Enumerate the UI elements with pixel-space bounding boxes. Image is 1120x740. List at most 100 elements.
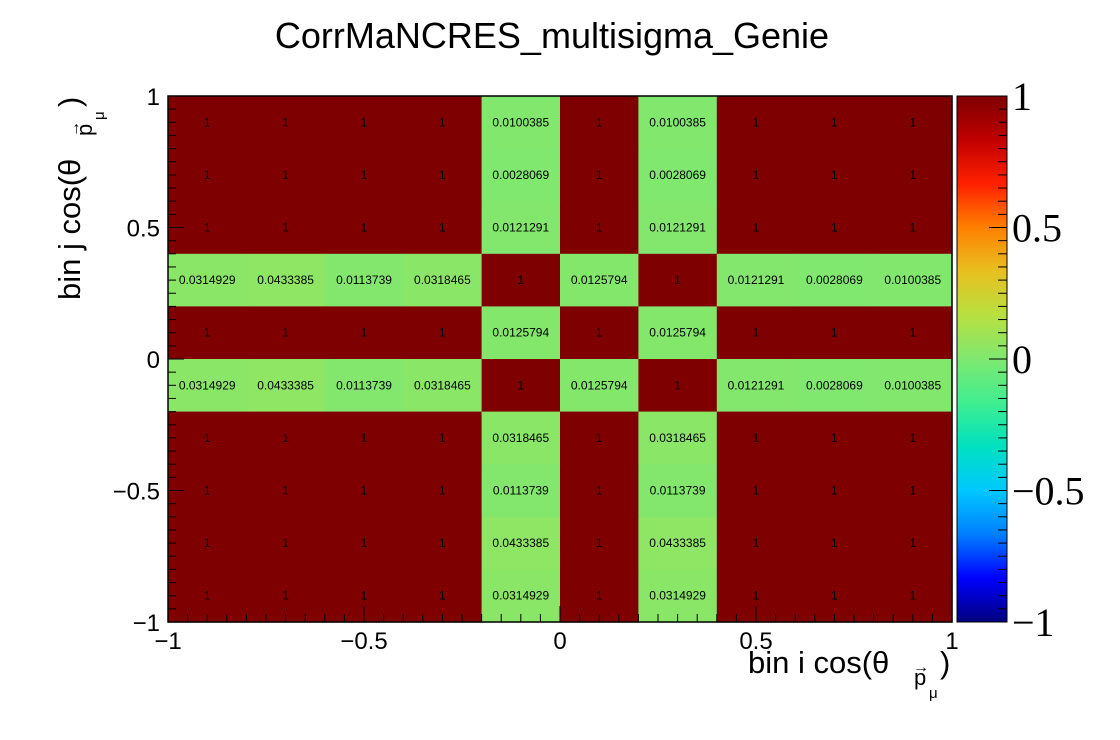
heatmap-cell xyxy=(168,148,247,202)
y-axis-label-sub: p xyxy=(72,124,97,136)
cell-value-label: 1 xyxy=(596,326,603,340)
cell-value-label: 1 xyxy=(753,326,760,340)
cell-value-label: 1 xyxy=(361,536,368,550)
cell-value-label: 0.0318465 xyxy=(492,431,549,445)
cell-value-label: 1 xyxy=(753,589,760,603)
heatmap-cell xyxy=(246,411,326,465)
cell-value-label: 0.0314929 xyxy=(492,589,549,603)
heatmap-cell xyxy=(873,411,953,465)
heatmap-cell xyxy=(795,516,875,570)
heatmap-cell xyxy=(324,253,404,307)
heatmap-cell xyxy=(716,96,796,150)
cell-value-label: 1 xyxy=(596,589,603,603)
heatmap-cell xyxy=(403,359,483,413)
cell-value-label: 1 xyxy=(753,484,760,498)
x-axis-label-vector-arrow: → xyxy=(913,659,929,676)
heatmap-cell xyxy=(324,464,404,518)
x-axis-label-sub: p xyxy=(914,665,926,690)
cell-value-label: 1 xyxy=(753,221,760,235)
heatmap-cell xyxy=(246,96,326,150)
heatmap-cell xyxy=(403,411,483,465)
heatmap-cell xyxy=(873,306,953,360)
heatmap-cell xyxy=(324,516,404,570)
heatmap-cell xyxy=(873,464,953,518)
heatmap-cell xyxy=(168,306,247,360)
heatmap-cell xyxy=(795,148,875,202)
x-tick-label: −1 xyxy=(154,628,181,655)
heatmap-cell xyxy=(560,411,639,465)
heatmap-cell xyxy=(560,306,639,360)
heatmap-cell xyxy=(481,148,561,202)
cell-value-label: 1 xyxy=(361,115,368,129)
cell-value-label: 1 xyxy=(831,326,838,340)
heatmap-cell xyxy=(324,201,404,255)
colorbar-tick-labels: −1 −0.5 0 0.5 1 xyxy=(1012,74,1085,645)
x-axis-tick-labels: −1 −0.5 0 0.5 1 xyxy=(154,628,958,655)
cell-value-label: 1 xyxy=(361,221,368,235)
cell-value-label: 0.0113739 xyxy=(650,484,706,498)
x-tick-label: 1 xyxy=(945,628,958,655)
heatmap-cell xyxy=(403,569,483,623)
heatmap-cell xyxy=(168,411,247,465)
cell-value-label: 0.0100385 xyxy=(492,115,549,129)
heatmap-cell xyxy=(560,253,639,307)
heatmap-cell xyxy=(403,148,483,202)
heatmap-cell xyxy=(481,464,561,518)
cell-value-label: 1 xyxy=(831,484,838,498)
cell-value-label: 1 xyxy=(596,221,603,235)
heatmap-cell xyxy=(246,253,326,307)
heatmap-cell xyxy=(481,569,561,623)
cell-value-label: 0.0125794 xyxy=(649,326,706,340)
cell-value-label: 0.0433385 xyxy=(257,378,314,392)
heatmap-cell xyxy=(324,148,404,202)
heatmap-cell xyxy=(716,359,796,413)
cell-value-label: 0.0121291 xyxy=(492,221,549,235)
heatmap-cell xyxy=(246,516,326,570)
heatmap-cell-labels: 1 1 1 1 0.0100385 1 0.0100385 1 1 1 1 1 1 1 0.0028069 1… xyxy=(179,115,942,602)
y-axis-ticks xyxy=(168,95,184,623)
heatmap-cell xyxy=(324,359,404,413)
cell-value-label: 1 xyxy=(909,115,916,129)
heatmap-cell xyxy=(560,359,639,413)
cell-value-label: 1 xyxy=(831,168,838,182)
x-axis-label-main: bin i cos(θ xyxy=(748,645,889,680)
cell-value-label: 1 xyxy=(909,484,916,498)
heatmap-cell xyxy=(638,253,718,307)
cell-value-label: 1 xyxy=(439,589,446,603)
heatmap-cell xyxy=(795,359,875,413)
cell-value-label: 1 xyxy=(909,536,916,550)
cell-value-label: 1 xyxy=(439,221,446,235)
x-tick-label: 0 xyxy=(553,628,566,655)
heatmap-cell xyxy=(716,253,796,307)
cell-value-label: 0.0028069 xyxy=(492,168,549,182)
heatmap-cell xyxy=(403,464,483,518)
heatmap-cell xyxy=(795,569,875,623)
cell-value-label: 1 xyxy=(439,326,446,340)
heatmap-cell xyxy=(246,148,326,202)
heatmap-cell xyxy=(246,464,326,518)
cell-value-label: 0.0433385 xyxy=(492,536,549,550)
cell-value-label: 0.0113739 xyxy=(336,273,392,287)
heatmap-cell xyxy=(873,359,953,413)
cell-value-label: 1 xyxy=(204,168,211,182)
heatmap-cell xyxy=(716,201,796,255)
heatmap-cell xyxy=(795,201,875,255)
cell-value-label: 0.0121291 xyxy=(728,273,785,287)
cell-value-label: 1 xyxy=(361,431,368,445)
heatmap-cell xyxy=(403,306,483,360)
cell-value-label: 1 xyxy=(361,326,368,340)
cell-value-label: 0.0314929 xyxy=(179,378,236,392)
cell-value-label: 0.0121291 xyxy=(728,378,785,392)
cell-value-label: 1 xyxy=(753,536,760,550)
heatmap-cell xyxy=(168,569,247,623)
heatmap-cell xyxy=(560,96,639,150)
y-axis-tick-labels: −1 −0.5 0 0.5 1 xyxy=(113,84,160,637)
cell-value-label: 1 xyxy=(909,221,916,235)
heatmap-cell xyxy=(324,96,404,150)
cell-value-label: 0.0125794 xyxy=(492,326,549,340)
cell-value-label: 1 xyxy=(753,431,760,445)
heatmap-cell xyxy=(638,411,718,465)
heatmap-cell xyxy=(638,96,718,150)
cell-value-label: 1 xyxy=(282,484,289,498)
